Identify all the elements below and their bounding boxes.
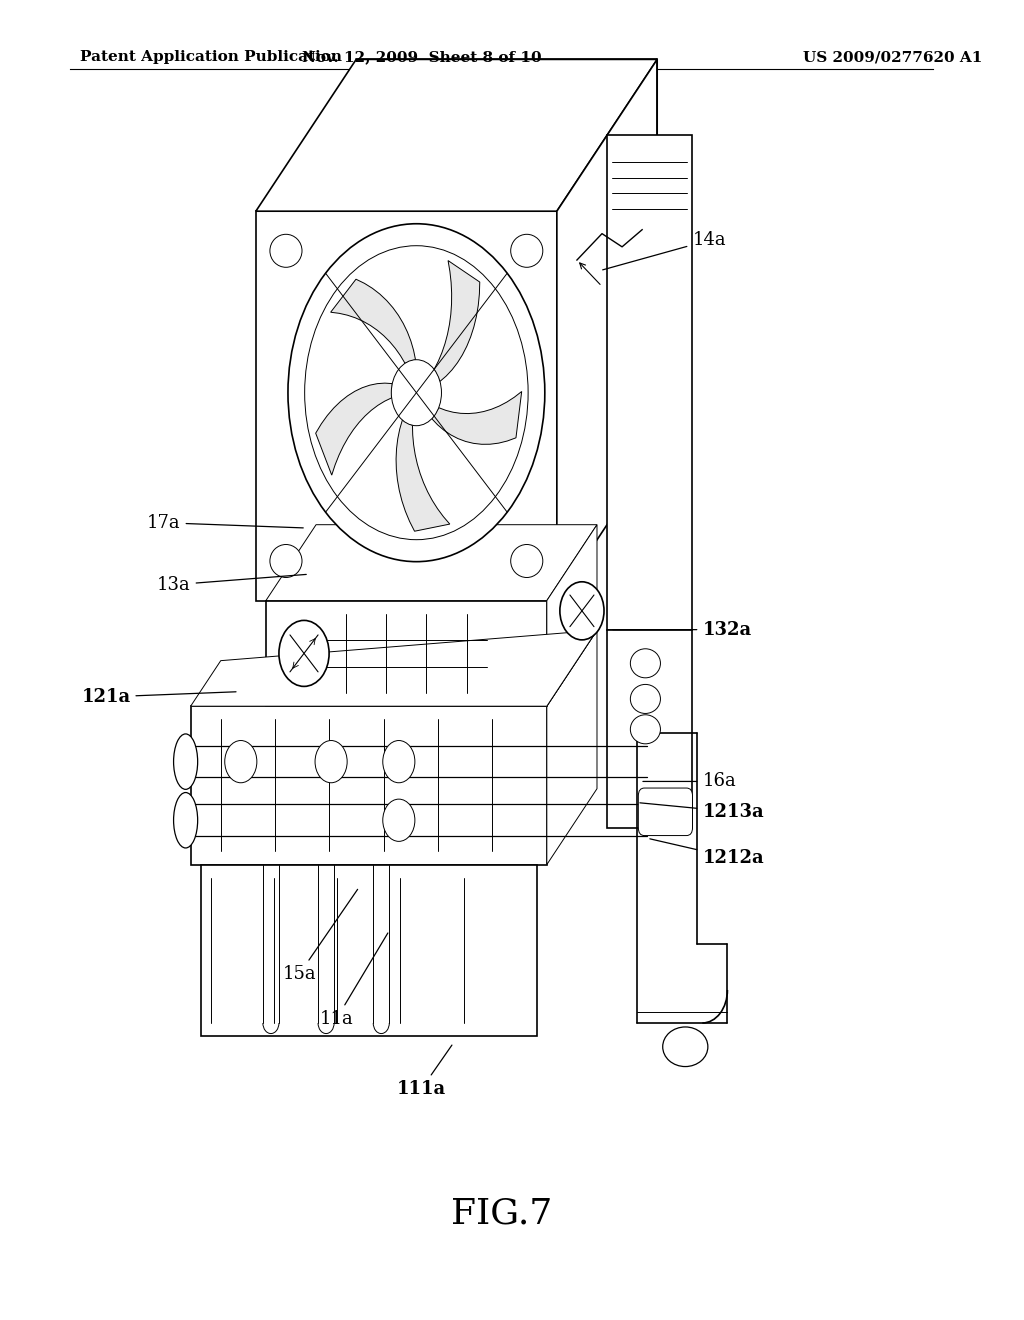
Polygon shape [331,280,416,363]
Text: 14a: 14a [603,231,726,269]
Circle shape [224,741,257,783]
Polygon shape [547,524,597,706]
Text: 111a: 111a [397,1045,452,1098]
Polygon shape [315,383,392,475]
Ellipse shape [511,235,543,268]
Polygon shape [396,420,450,531]
Ellipse shape [511,544,543,577]
Text: 13a: 13a [157,574,306,594]
Polygon shape [266,524,597,601]
Text: US 2009/0277620 A1: US 2009/0277620 A1 [803,50,982,65]
Text: 16a: 16a [643,772,736,791]
Circle shape [383,741,415,783]
Circle shape [315,741,347,783]
Text: 11a: 11a [319,933,388,1028]
Text: 121a: 121a [81,688,236,706]
Polygon shape [190,630,597,706]
Polygon shape [607,630,692,829]
Text: 17a: 17a [147,513,303,532]
FancyBboxPatch shape [638,788,692,836]
Polygon shape [256,59,657,211]
Polygon shape [266,601,547,706]
Ellipse shape [270,235,302,268]
Circle shape [560,582,604,640]
Ellipse shape [270,544,302,577]
Ellipse shape [631,715,660,743]
Text: 1212a: 1212a [650,838,764,867]
Ellipse shape [663,1027,708,1067]
Text: 1213a: 1213a [640,803,764,821]
Text: FIG.7: FIG.7 [451,1196,552,1230]
Polygon shape [256,211,557,601]
Circle shape [391,359,441,425]
Text: Nov. 12, 2009  Sheet 8 of 10: Nov. 12, 2009 Sheet 8 of 10 [302,50,542,65]
Polygon shape [547,630,597,865]
Text: 15a: 15a [283,890,357,983]
Circle shape [288,223,545,562]
Polygon shape [432,392,521,445]
Polygon shape [434,260,480,381]
Text: 132a: 132a [612,620,752,639]
Polygon shape [557,59,657,601]
Text: Patent Application Publication: Patent Application Publication [80,50,342,65]
Circle shape [279,620,329,686]
Ellipse shape [631,648,660,678]
Polygon shape [607,135,692,630]
Polygon shape [190,706,547,865]
Polygon shape [201,865,537,1036]
Ellipse shape [631,684,660,713]
Ellipse shape [174,734,198,789]
Ellipse shape [174,792,198,847]
Circle shape [383,799,415,841]
